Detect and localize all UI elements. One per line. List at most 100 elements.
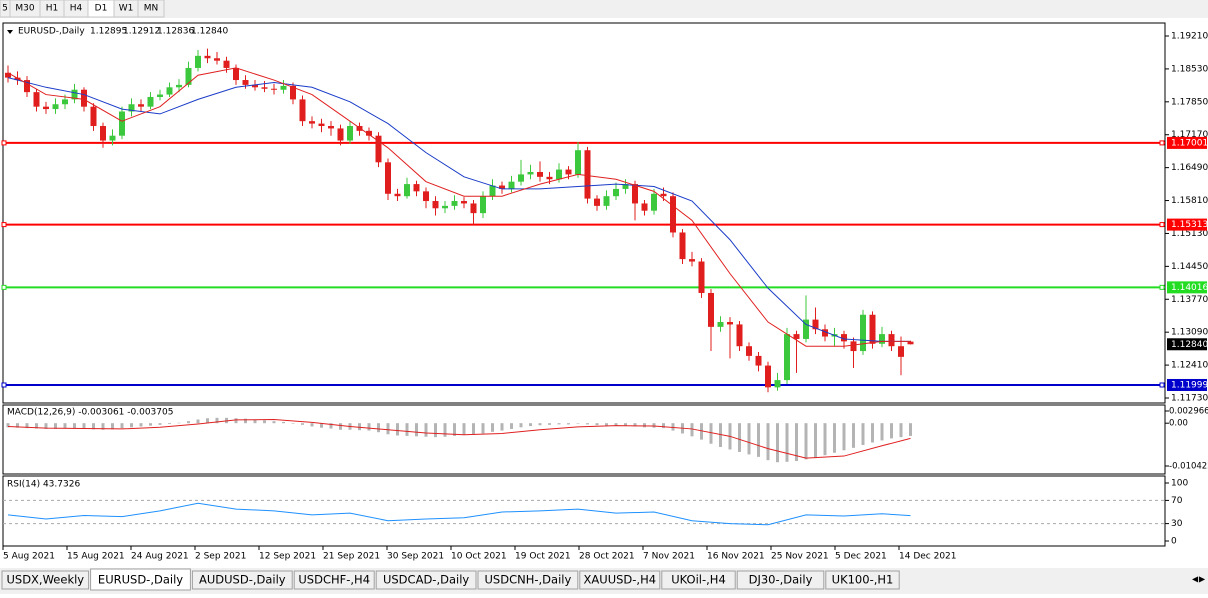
candle-body xyxy=(128,104,135,112)
tab[interactable] xyxy=(90,568,191,591)
macd-bar xyxy=(643,423,646,428)
macd-bar xyxy=(690,423,694,437)
macd-bar xyxy=(196,419,200,424)
macd-bar xyxy=(700,423,703,440)
candle-body xyxy=(299,99,306,122)
tab[interactable] xyxy=(191,570,293,590)
candle-body xyxy=(489,185,496,197)
candle-body xyxy=(651,193,657,211)
tab[interactable] xyxy=(661,570,736,590)
candle-body xyxy=(33,92,40,107)
macd-bar xyxy=(605,423,608,426)
candle-body xyxy=(394,193,401,197)
macd-bar xyxy=(282,421,285,424)
macd-bar xyxy=(272,421,276,424)
macd-bar xyxy=(709,423,713,444)
level-handle[interactable] xyxy=(1,222,7,228)
candle-body xyxy=(318,123,325,127)
level-handle[interactable] xyxy=(1159,382,1165,388)
candle-body xyxy=(413,184,420,192)
scroll-right[interactable]: ▶ xyxy=(1199,575,1206,584)
macd-bar xyxy=(586,423,589,425)
candle-body xyxy=(822,329,828,337)
timeframe-button[interactable] xyxy=(137,0,165,18)
high: 1.12912 xyxy=(123,27,160,37)
macd-signal xyxy=(7,418,911,459)
candle-body xyxy=(575,150,581,175)
candle-body xyxy=(375,135,382,163)
candle-body xyxy=(641,203,648,211)
macd-bar xyxy=(320,423,323,428)
level-handle[interactable] xyxy=(1159,140,1165,146)
rsi-label: RSI(14) 43.7326 xyxy=(7,480,80,490)
rsi-tick-label: 30 xyxy=(1171,519,1183,529)
candle-body xyxy=(556,169,562,180)
level-handle[interactable] xyxy=(1,284,7,290)
candle-body xyxy=(527,171,534,175)
tab-label: USDCAD-,Daily xyxy=(383,573,469,587)
date-label: 15 Aug 2021 xyxy=(67,552,125,562)
date-label: 30 Sep 2021 xyxy=(387,552,444,562)
candle-body xyxy=(290,85,296,100)
macd-bar xyxy=(833,423,836,453)
macd-tick-label: -0.010422 xyxy=(1169,462,1208,472)
tab[interactable] xyxy=(1,570,90,590)
macd-bar xyxy=(719,423,722,448)
tab[interactable] xyxy=(825,570,900,590)
macd-bar xyxy=(662,423,665,429)
macd-bar xyxy=(548,423,551,425)
macd-bar xyxy=(909,423,912,436)
candle-body xyxy=(613,188,619,197)
date-label: 24 Aug 2021 xyxy=(131,552,189,562)
tab[interactable] xyxy=(477,570,579,590)
timeframe-label: M30 xyxy=(15,4,34,14)
macd-bar xyxy=(25,423,29,429)
macd-bar xyxy=(776,423,779,463)
candle-body xyxy=(869,314,876,344)
candle-body xyxy=(252,84,258,88)
candle-body xyxy=(793,334,800,339)
candle-body xyxy=(584,150,591,199)
level-handle[interactable] xyxy=(1159,284,1165,290)
date-label: 2 Sep 2021 xyxy=(195,552,246,562)
candle-body xyxy=(233,67,239,81)
macd-bar xyxy=(44,423,48,429)
level-label: 1.17001 xyxy=(1171,138,1208,148)
tab[interactable] xyxy=(293,570,375,590)
scroll-left[interactable]: ◀ xyxy=(1192,575,1199,584)
macd-bar xyxy=(139,423,143,427)
macd-bar xyxy=(215,417,219,424)
macd-bar xyxy=(871,423,874,443)
macd-bar xyxy=(310,423,314,427)
price-tick-label: 1.16490 xyxy=(1171,163,1208,173)
macd-bar xyxy=(130,423,133,428)
macd-bar xyxy=(82,423,86,429)
price-tick-label: 1.17170 xyxy=(1171,130,1208,140)
level-handle[interactable] xyxy=(1,140,7,146)
candle-body xyxy=(81,89,87,107)
candle-body xyxy=(14,77,21,81)
level-badge xyxy=(1167,218,1207,231)
candle-body xyxy=(470,203,477,214)
symbol: EURUSD-,Daily xyxy=(18,27,85,37)
macd-bar xyxy=(823,423,827,456)
candle-body xyxy=(708,292,714,327)
macd-bar xyxy=(158,423,162,425)
candle-body xyxy=(698,261,705,293)
level-handle[interactable] xyxy=(1,382,7,388)
candle-body xyxy=(508,181,515,189)
candle-body xyxy=(812,319,819,330)
tab[interactable] xyxy=(375,570,477,590)
level-handle[interactable] xyxy=(1159,222,1165,228)
macd-bar xyxy=(367,423,371,431)
candle-body xyxy=(774,380,781,388)
tab[interactable] xyxy=(736,570,825,590)
date-label: 7 Nov 2021 xyxy=(643,552,695,562)
macd-bar xyxy=(842,423,846,451)
macd-bar xyxy=(567,423,570,425)
macd-bar xyxy=(576,423,580,424)
tab[interactable] xyxy=(579,570,661,590)
candle-body xyxy=(546,176,553,180)
macd-bar xyxy=(443,423,447,437)
macd-bar xyxy=(633,423,637,427)
